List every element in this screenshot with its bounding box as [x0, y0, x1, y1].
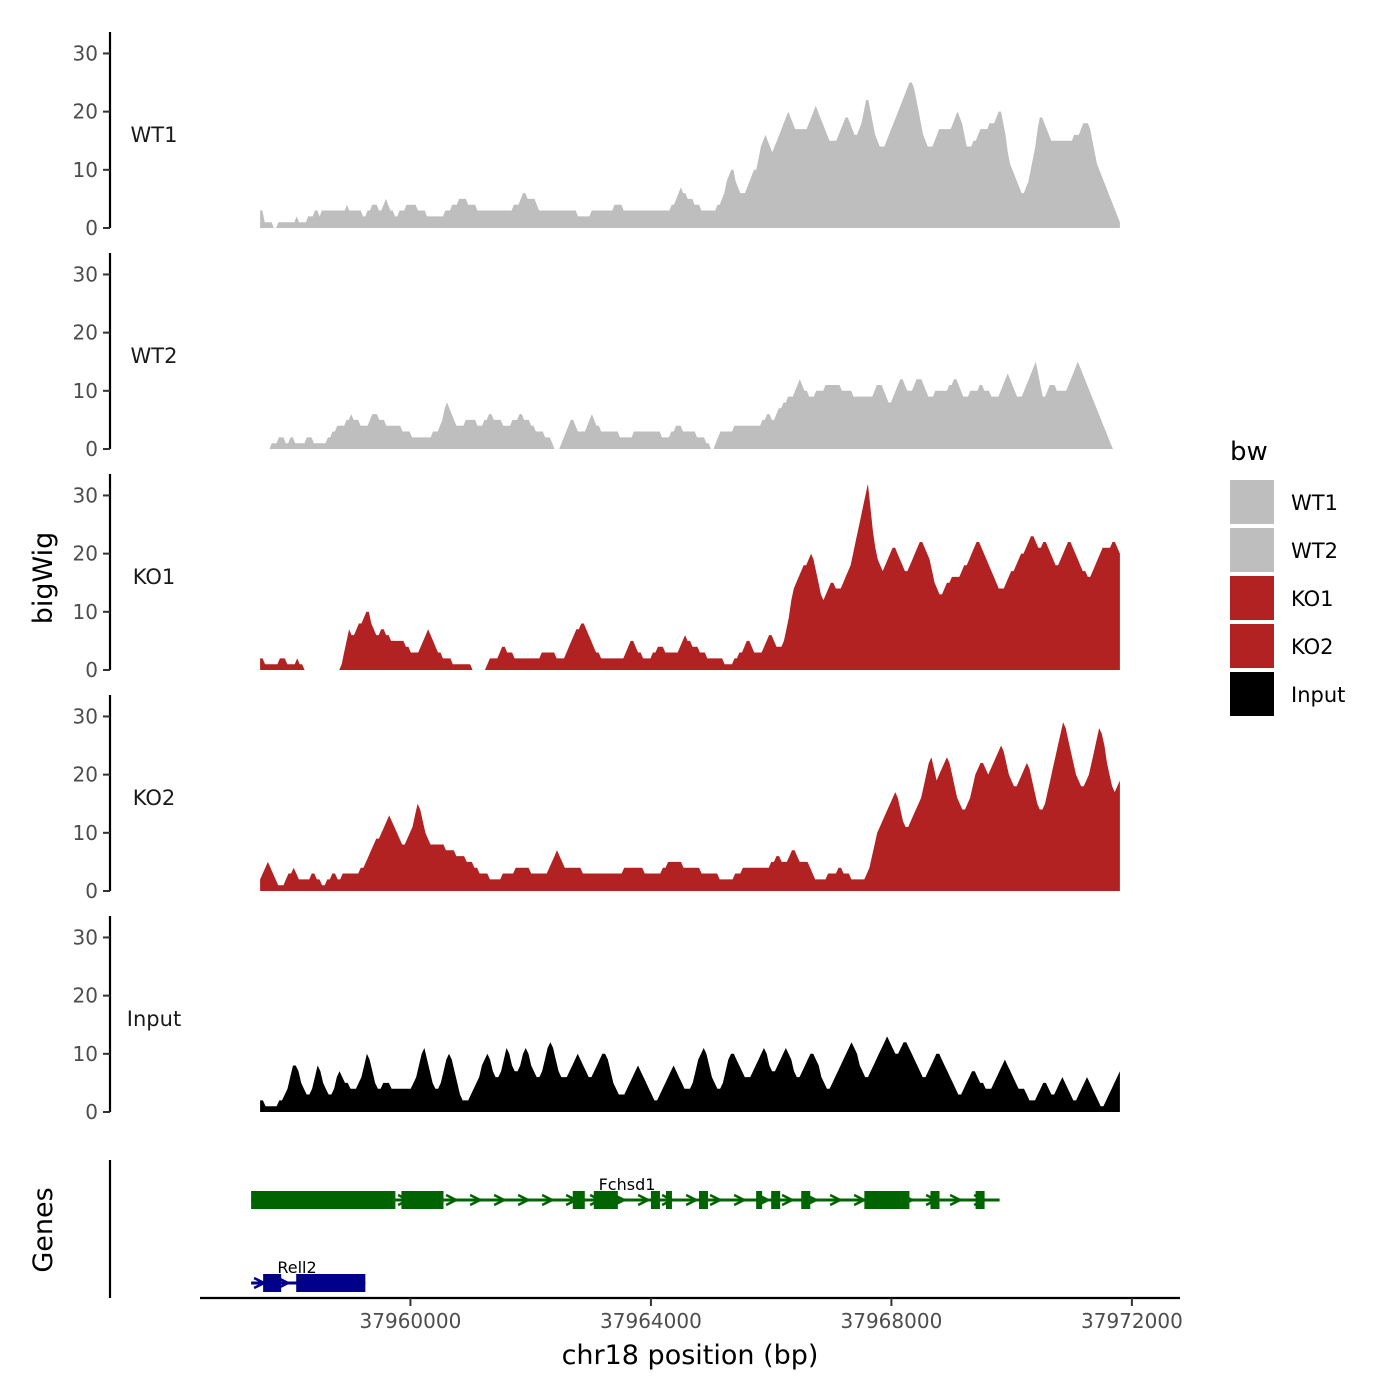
legend-key-wt2 — [1230, 528, 1274, 572]
strand-chevron — [517, 1193, 531, 1207]
track-label-wt2: WT2 — [131, 344, 178, 368]
gene-exon — [699, 1191, 709, 1209]
x-axis-title: chr18 position (bp) — [562, 1340, 819, 1371]
gene-exon — [263, 1274, 282, 1292]
x-tick-label: 37968000 — [841, 1309, 943, 1333]
y-tick-label: 20 — [73, 763, 98, 787]
x-tick-label: 37960000 — [360, 1309, 462, 1333]
x-axis: 37960000 37964000 37968000 37972000 — [200, 1296, 1183, 1333]
legend-key-ko1 — [1230, 576, 1274, 620]
legend: bw WT1 WT2 KO1 KO2 Input — [1230, 437, 1345, 716]
gene-exon — [296, 1274, 366, 1292]
strand-chevron — [709, 1193, 723, 1207]
track-label-input: Input — [127, 1007, 181, 1031]
track-ko2: 0 10 20 30 KO2 — [73, 695, 1120, 903]
x-tick-label: 37964000 — [600, 1309, 702, 1333]
y-tick-label: 0 — [85, 658, 98, 682]
gene-exon — [665, 1191, 672, 1209]
y-tick-label: 20 — [73, 321, 98, 345]
y-tick-label: 30 — [73, 925, 98, 949]
track-area-wt2 — [260, 361, 1120, 449]
track-label-ko1: KO1 — [133, 565, 176, 589]
legend-label-ko1: KO1 — [1291, 587, 1334, 611]
gene-exon — [401, 1191, 444, 1209]
y-tick-label: 10 — [73, 1042, 98, 1066]
y-tick-label: 10 — [73, 600, 98, 624]
track-area-ko1 — [260, 483, 1120, 670]
gene-exon — [572, 1191, 585, 1209]
gene-exon — [593, 1191, 618, 1209]
strand-chevron — [493, 1193, 507, 1207]
legend-label-wt1: WT1 — [1291, 491, 1338, 515]
legend-key-ko2 — [1230, 624, 1274, 668]
gene-exon — [771, 1191, 781, 1209]
strand-chevron — [469, 1193, 483, 1207]
track-wt1: 0 10 20 30 WT1 — [73, 32, 1120, 240]
gene-rell2: Rell2 — [251, 1258, 366, 1292]
strand-chevron — [781, 1193, 795, 1207]
gene-exon — [930, 1191, 940, 1209]
genes-axis-title: Genes — [28, 1187, 59, 1272]
track-area-wt1 — [260, 82, 1120, 228]
y-tick-label: 20 — [73, 542, 98, 566]
legend-key-input — [1230, 672, 1274, 716]
track-area-ko2 — [260, 722, 1120, 891]
strand-chevron — [685, 1193, 699, 1207]
strand-chevron — [829, 1193, 843, 1207]
y-tick-label: 30 — [73, 41, 98, 65]
gene-label-fchsd1: Fchsd1 — [599, 1175, 656, 1194]
strand-chevron — [277, 1276, 291, 1290]
y-tick-label: 30 — [73, 483, 98, 507]
y-axis-title: bigWig — [28, 532, 59, 625]
track-label-wt1: WT1 — [131, 123, 178, 147]
strand-chevron — [541, 1193, 555, 1207]
y-tick-label: 0 — [85, 437, 98, 461]
y-tick-label: 0 — [85, 216, 98, 240]
x-tick-label: 37972000 — [1081, 1309, 1183, 1333]
strand-chevron — [949, 1193, 963, 1207]
y-tick-label: 20 — [73, 984, 98, 1008]
gene-exon — [650, 1191, 660, 1209]
track-label-ko2: KO2 — [133, 786, 176, 810]
strand-chevron — [445, 1193, 459, 1207]
gene-fchsd1: Fchsd1 — [251, 1175, 1000, 1209]
track-input: 0 10 20 30 Input — [73, 916, 1120, 1124]
y-tick-label: 0 — [85, 879, 98, 903]
signal-tracks: 0 10 20 30 WT1 0 10 20 30 WT2 0 10 20 30 KO1 0 10 20 30 KO2… — [73, 32, 1120, 1124]
legend-label-wt2: WT2 — [1291, 539, 1338, 563]
gene-exon — [756, 1191, 763, 1209]
gene-label-rell2: Rell2 — [277, 1258, 316, 1277]
gene-exon — [864, 1191, 910, 1209]
track-wt2: 0 10 20 30 WT2 — [73, 253, 1120, 461]
y-tick-label: 10 — [73, 379, 98, 403]
y-tick-label: 0 — [85, 1100, 98, 1124]
y-tick-label: 30 — [73, 262, 98, 286]
gene-exon — [251, 1191, 396, 1209]
strand-chevron — [637, 1193, 651, 1207]
strand-chevron — [661, 1193, 675, 1207]
y-tick-label: 30 — [73, 704, 98, 728]
legend-title: bw — [1230, 437, 1268, 467]
legend-label-input: Input — [1291, 683, 1345, 707]
track-area-input — [260, 1036, 1120, 1112]
track-ko1: 0 10 20 30 KO1 — [73, 474, 1120, 682]
legend-key-wt1 — [1230, 480, 1274, 524]
strand-chevron — [853, 1193, 867, 1207]
strand-chevron — [733, 1193, 747, 1207]
gene-exon — [801, 1191, 811, 1209]
y-tick-label: 10 — [73, 158, 98, 182]
y-tick-label: 20 — [73, 100, 98, 124]
y-tick-label: 10 — [73, 821, 98, 845]
gene-track: Fchsd1 Rell2 — [108, 1160, 1000, 1298]
legend-label-ko2: KO2 — [1291, 635, 1334, 659]
gene-exon — [975, 1191, 985, 1209]
